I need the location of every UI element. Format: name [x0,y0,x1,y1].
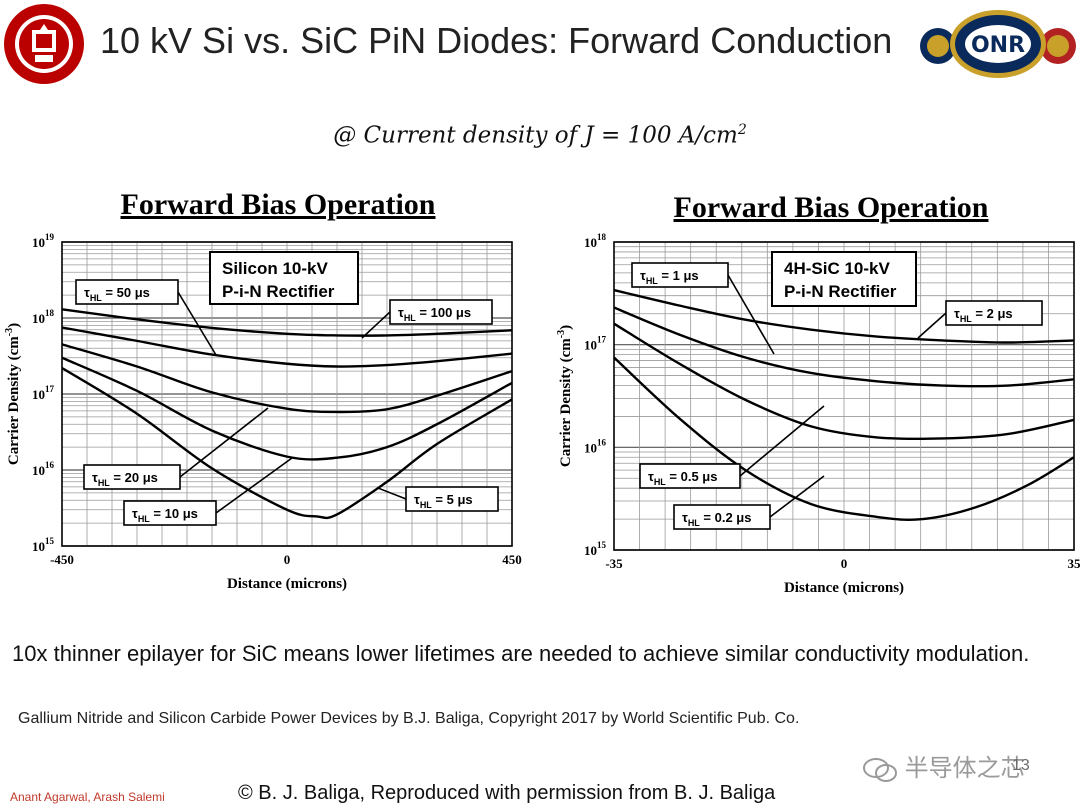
chart-title: Forward Bias Operation [674,191,989,224]
carrier-profile-curve-tau-100 [61,326,513,368]
lifetime-annotation-label: τHL = 0.2 μs [682,510,752,528]
lifetime-annotation-label: τHL = 0.5 μs [648,469,718,487]
lifetime-annotation-box [75,279,179,305]
x-tick-label: 0 [841,556,848,571]
device-label-line: P-i-N Rectifier [784,282,897,301]
lifetime-annotation-label: τHL = 20 μs [92,470,158,488]
lifetime-annotation-box [83,464,181,490]
plot-frame [61,241,513,547]
x-axis-label: Distance (microns) [784,580,904,596]
x-tick-label: -35 [605,556,623,571]
conclusion-text: 10x thinner epilayer for SiC means lower… [12,641,1030,666]
lifetime-annotation-box [123,500,217,526]
annotation-leader-line [377,487,407,500]
lifetime-annotation-box [631,262,729,288]
carrier-profile-curve-tau-2 [613,288,1075,344]
annotation-leader-line [215,457,293,514]
y-tick-label: 1018 [584,232,607,250]
x-axis-label: Distance (microns) [227,576,347,592]
device-label-line: Silicon 10-kV [222,259,328,278]
lifetime-annotation-label: τHL = 100 μs [398,305,471,323]
book-reference: Gallium Nitride and Silicon Carbide Powe… [18,710,800,727]
lifetime-annotation-box [945,300,1043,326]
carrier-profile-curve-tau-0-2 [613,356,1075,521]
device-label-box [771,251,917,307]
annotation-leader-line [739,405,825,477]
lifetime-annotation-label: τHL = 50 μs [84,285,150,303]
carrier-profile-curve-tau-0-5 [613,322,1075,441]
y-axis-label: Carrier Density (cm-3) [556,325,574,467]
lifetime-annotation-label: τHL = 10 μs [132,506,198,524]
carrier-profile-curve-tau-5 [61,366,513,520]
x-tick-label: 35 [1068,556,1080,571]
y-tick-label: 1015 [584,540,607,558]
x-tick-label: 450 [502,552,522,567]
device-label-box [209,251,359,305]
y-tick-label: 1016 [584,437,607,455]
lifetime-annotation-label: τHL = 5 μs [414,492,473,510]
sic-carrier-density-chart: Forward Bias Operation 1015 1016 1017 1018 -3… [556,191,1080,596]
device-label-line: 4H-SiC 10-kV [784,259,890,278]
lifetime-annotation-box [389,299,493,325]
lifetime-annotation-box [673,504,771,530]
lifetime-annotation-box [405,486,499,512]
annotation-leader-line [917,312,947,339]
ohio-state-seal-logo [4,4,84,84]
watermark-text: 半导体之芯 [904,755,1025,782]
y-tick-label: 1017 [584,335,607,353]
onr-letters: ONR [971,33,1025,58]
carrier-profile-curve-tau-1 [613,306,1075,388]
chart-title: Forward Bias Operation [121,188,436,221]
carrier-profile-curve-tau-50 [61,308,513,337]
condition-exponent: 2 [737,122,747,138]
condition-text: @ Current density of J = 100 A/cm [333,122,738,149]
copyright-notice: © B. J. Baliga, Reproduced with permissi… [238,782,776,804]
lifetime-annotation-label: τHL = 1 μs [640,268,699,286]
wechat-watermark: 半导体之芯 [862,748,1025,784]
y-tick-label: 1017 [32,384,55,402]
y-tick-label: 1016 [32,460,55,478]
y-tick-label: 1018 [32,308,55,326]
carrier-profile-curve-tau-20 [61,343,513,414]
wechat-icon [863,757,897,782]
plot-frame [613,241,1075,551]
lifetime-annotation-label: τHL = 2 μs [954,306,1013,324]
y-axis-label: Carrier Density (cm-3) [4,323,22,465]
annotation-leader-line [769,475,825,518]
page-number: 13 [1012,757,1030,774]
lifetime-annotation-box [639,463,741,489]
slide-title: 10 kV Si vs. SiC PiN Diodes: Forward Con… [100,20,893,61]
y-tick-label: 1019 [32,232,55,250]
annotation-leader-line [177,291,217,356]
annotation-leader-line [727,274,775,355]
onr-logo: ONR [920,10,1076,78]
device-label-line: P-i-N Rectifier [222,282,335,301]
silicon-carrier-density-chart: Forward Bias Operation 1015 1016 1017 1018 10… [4,188,522,592]
annotation-leader-line [361,311,391,339]
x-tick-label: -450 [50,552,74,567]
y-tick-label: 1015 [32,536,55,554]
carrier-profile-curve-tau-10 [61,356,513,461]
authors: Anant Agarwal, Arash Salemi [10,790,165,804]
annotation-leader-line [179,407,269,478]
x-tick-label: 0 [284,552,291,567]
current-density-condition: @ Current density of J = 100 A/cm2 [0,122,1080,149]
